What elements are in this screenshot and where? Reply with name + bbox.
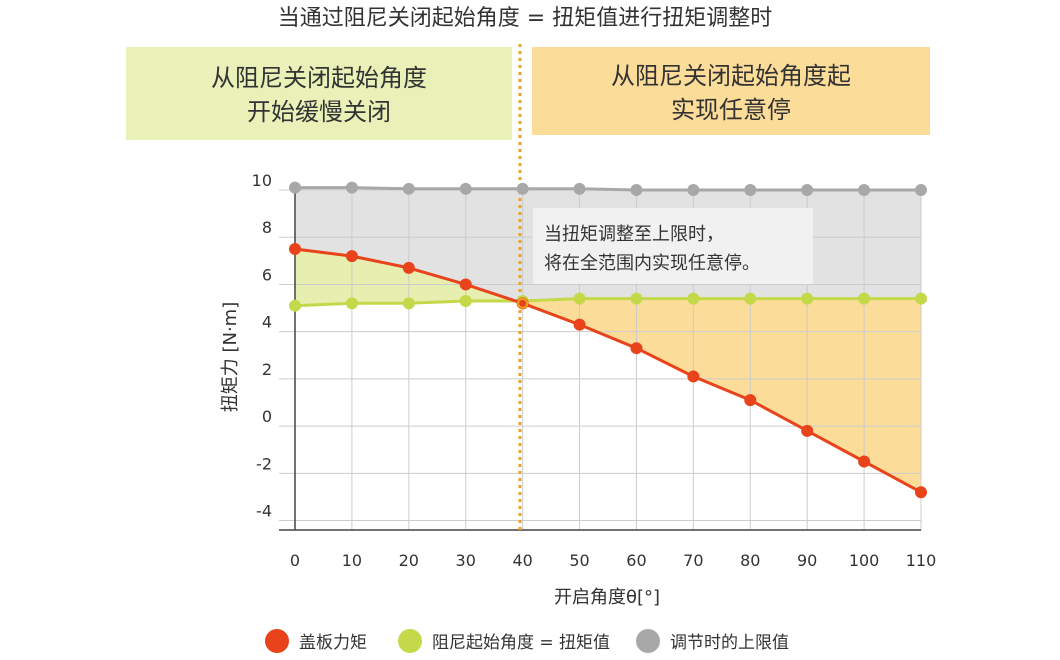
y-axis-title: 扭矩力 [N·m] (220, 302, 241, 413)
limit-series-point (289, 181, 301, 194)
lid-series-point (801, 424, 814, 437)
lid-series-point (744, 394, 757, 407)
annotation-line2: 将在全范围内实现任意停。 (544, 253, 760, 274)
legend-swatch-0 (265, 629, 289, 653)
y-tick-label: -4 (256, 502, 272, 521)
legend-label-1: 阻尼起始角度 = 扭矩值 (432, 633, 610, 653)
y-tick-label: 6 (262, 265, 272, 284)
zone-box-soft-close (126, 47, 512, 140)
limit-series-point (345, 181, 358, 194)
y-tick-label: 8 (262, 218, 272, 237)
lid-series-point (402, 261, 415, 274)
zone-free-stop-line1: 从阻尼关闭起始角度起 (611, 62, 851, 90)
zone-free-stop-line2: 实现任意停 (671, 96, 791, 124)
lid-series-point (459, 278, 472, 291)
lid-series-point (630, 342, 643, 355)
damper-series-point (687, 292, 700, 305)
x-tick-label: 90 (797, 551, 817, 570)
free-stop-region-fill (522, 298, 921, 493)
damper-series-point (801, 292, 814, 305)
limit-series-point (402, 182, 415, 195)
damper-series-point (744, 292, 757, 305)
limit-series-point (744, 184, 757, 196)
damper-series-point (289, 299, 301, 312)
limit-series-point (516, 182, 529, 195)
x-tick-label: 80 (740, 551, 760, 570)
lid-series-point (915, 486, 927, 499)
x-tick-label: 110 (906, 551, 937, 570)
lid-series-point (858, 455, 871, 468)
x-tick-label: 60 (626, 551, 646, 570)
damper-series-line (294, 297, 921, 308)
limit-series-point (915, 184, 927, 196)
limit-series-point (630, 184, 643, 196)
lid-series-point (573, 318, 586, 331)
damper-series-point (858, 292, 871, 305)
zone-soft-close-line1: 从阻尼关闭起始角度 (211, 64, 427, 92)
legend-label-2: 调节时的上限值 (670, 633, 789, 653)
crossover-point (517, 297, 529, 309)
limit-series-point (858, 184, 871, 196)
x-tick-label: 30 (456, 551, 476, 570)
limit-series-point (459, 182, 472, 195)
zone-box-free-stop (532, 47, 930, 135)
x-tick-label: 50 (569, 551, 589, 570)
x-tick-label: 70 (683, 551, 703, 570)
legend-swatch-1 (398, 629, 422, 653)
legend: 盖板力矩 阻尼起始角度 = 扭矩值 调节时的上限值 (265, 629, 789, 653)
legend-label-0: 盖板力矩 (299, 633, 367, 653)
lid-series-point (687, 370, 700, 383)
x-tick-label: 20 (399, 551, 419, 570)
x-tick-label: 40 (512, 551, 532, 570)
x-tick-label: 10 (342, 551, 362, 570)
y-tick-label: 4 (262, 313, 272, 332)
damper-series-point (345, 297, 358, 310)
y-tick-label: 2 (262, 360, 272, 379)
limit-series-point (801, 184, 814, 196)
series-layer (289, 181, 927, 499)
annotation-line1: 当扭矩调整至上限时， (544, 224, 724, 245)
y-tick-label: 10 (252, 171, 272, 190)
damper-series-point (630, 292, 643, 305)
lid-series-point (289, 243, 301, 256)
legend-swatch-2 (636, 629, 660, 653)
damper-series-point (459, 294, 472, 307)
y-tick-label: -2 (256, 454, 272, 473)
y-tick-label: 0 (262, 407, 272, 426)
x-tick-label: 0 (290, 551, 300, 570)
annotation-box (533, 208, 813, 284)
lid-series-point (345, 250, 358, 263)
damper-series-point (915, 292, 927, 305)
lid-series-line (294, 247, 922, 494)
x-axis-title: 开启角度θ[°] (554, 587, 660, 608)
zone-soft-close-line2: 开始缓慢关闭 (247, 98, 391, 126)
limit-series-point (573, 182, 586, 195)
limit-series-line (295, 186, 921, 192)
x-tick-label: 100 (849, 551, 880, 570)
chart-title: 当通过阻尼关闭起始角度 = 扭矩值进行扭矩调整时 (278, 6, 772, 31)
damper-series-point (402, 297, 415, 310)
grid (279, 189, 922, 530)
limit-series-point (687, 184, 700, 196)
damper-series-point (573, 292, 586, 305)
